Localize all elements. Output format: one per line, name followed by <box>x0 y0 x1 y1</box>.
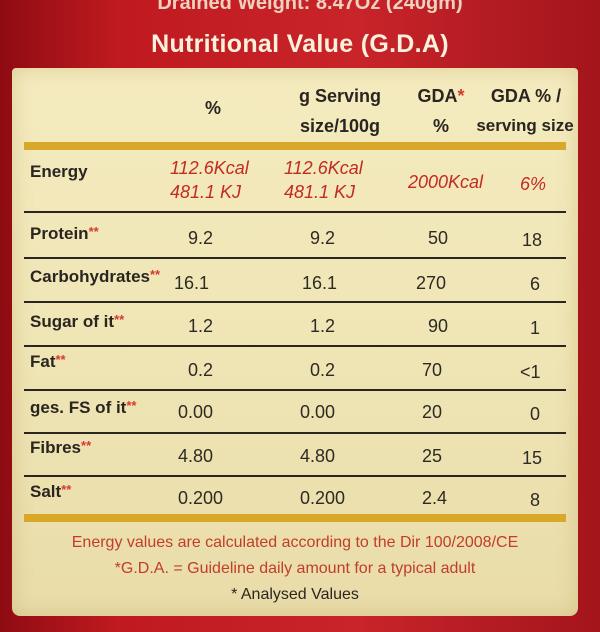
carbohydrates-gda: 270 <box>416 273 447 293</box>
energy-pct-kj: 481.1 KJ <box>170 182 242 202</box>
col-header-percent: % <box>204 98 221 118</box>
fat-label: Fat <box>30 352 56 371</box>
salt-gda-pct: 8 <box>530 490 541 510</box>
saturated-fat-gda: 20 <box>422 402 443 422</box>
fibres-label: Fibres <box>30 438 82 457</box>
saturated-fat-label: ges. FS of it <box>30 398 127 417</box>
col-header-serving-1: g Serving <box>298 86 382 106</box>
col-header-gda-pct-2: serving size <box>476 116 574 135</box>
salt-pct: 0.200 <box>178 488 224 508</box>
protein-gda-pct: 18 <box>522 230 543 250</box>
carbohydrates-label: Carbohydrates <box>30 267 150 286</box>
sugar-pct: 1.2 <box>188 316 214 336</box>
footnote-energy: Energy values are calculated according t… <box>71 534 519 551</box>
energy-pct-kcal: 112.6Kcal <box>170 158 249 178</box>
sugar-asterisk: ** <box>114 312 125 327</box>
footer-divider <box>24 514 566 522</box>
table-title: Nutritional Value (G.D.A) <box>151 30 449 58</box>
salt-serving: 0.200 <box>300 488 346 508</box>
fibres-gda: 25 <box>422 446 443 466</box>
col-header-gda-label: GDA <box>417 86 458 106</box>
row-divider <box>24 432 566 434</box>
saturated-fat-pct: 0.00 <box>178 402 214 422</box>
carbohydrates-serving: 16.1 <box>302 273 338 293</box>
fat-serving: 0.2 <box>310 360 336 380</box>
carbohydrates-asterisk: ** <box>149 267 161 282</box>
sugar-serving: 1.2 <box>310 316 336 336</box>
protein-asterisk: ** <box>88 224 99 239</box>
salt-asterisk: ** <box>61 482 72 497</box>
protein-pct: 9.2 <box>188 228 214 248</box>
drained-weight-text: Drained Weight: 8.47Oz (240gm) <box>157 0 463 14</box>
sugar-gda: 90 <box>428 316 449 336</box>
fibres-asterisk: ** <box>81 438 92 453</box>
saturated-fat-gda-pct: 0 <box>530 404 541 424</box>
fat-gda: 70 <box>422 360 443 380</box>
fat-gda-pct: <1 <box>520 362 541 382</box>
energy-serving-kj: 481.1 KJ <box>284 182 356 202</box>
sugar-label: Sugar of it <box>30 312 115 331</box>
row-label-saturated-fat: ges. FS of it** <box>30 398 136 418</box>
col-header-gda-2: % <box>432 116 449 136</box>
row-divider <box>24 257 566 259</box>
row-label-sugar: Sugar of it** <box>30 312 124 332</box>
energy-gda-pct: 6% <box>520 174 547 194</box>
col-header-gda-star: * <box>457 86 465 106</box>
footnote-analysed: * Analysed Values <box>231 586 359 603</box>
row-label-protein: Protein** <box>30 224 99 244</box>
sugar-gda-pct: 1 <box>530 318 541 338</box>
energy-serving-kcal: 112.6Kcal <box>284 158 363 178</box>
protein-gda: 50 <box>428 228 449 248</box>
row-divider <box>24 475 566 477</box>
row-divider <box>24 345 566 347</box>
protein-label: Protein <box>30 224 89 243</box>
col-header-serving-2: size/100g <box>299 116 381 136</box>
fat-asterisk: ** <box>55 352 66 367</box>
row-divider <box>24 301 566 303</box>
row-label-fat: Fat** <box>30 352 66 372</box>
salt-gda: 2.4 <box>422 488 448 508</box>
energy-gda: 2000Kcal <box>408 172 484 192</box>
carbohydrates-pct: 16.1 <box>174 273 210 293</box>
col-header-gda-pct-1: GDA % / <box>490 86 562 106</box>
nutrition-panel: % g Serving size/100g GDA* % GDA % / ser… <box>12 68 578 616</box>
row-label-carbohydrates: Carbohydrates** <box>30 267 160 287</box>
fibres-gda-pct: 15 <box>522 448 543 468</box>
header-divider <box>24 142 566 150</box>
carbohydrates-gda-pct: 6 <box>530 274 541 294</box>
row-label-fibres: Fibres** <box>30 438 91 458</box>
fibres-pct: 4.80 <box>178 446 214 466</box>
fibres-serving: 4.80 <box>300 446 336 466</box>
fat-pct: 0.2 <box>188 360 214 380</box>
salt-label: Salt <box>30 482 62 501</box>
saturated-fat-serving: 0.00 <box>300 402 336 422</box>
footnote-gda: *G.D.A. = Guideline daily amount for a t… <box>114 560 476 577</box>
row-divider <box>24 389 566 391</box>
row-divider <box>24 211 566 213</box>
saturated-fat-asterisk: ** <box>126 398 137 413</box>
row-label-salt: Salt** <box>30 482 71 502</box>
protein-serving: 9.2 <box>310 228 336 248</box>
col-header-gda: GDA* <box>406 82 476 110</box>
row-label-energy: Energy <box>30 162 88 181</box>
